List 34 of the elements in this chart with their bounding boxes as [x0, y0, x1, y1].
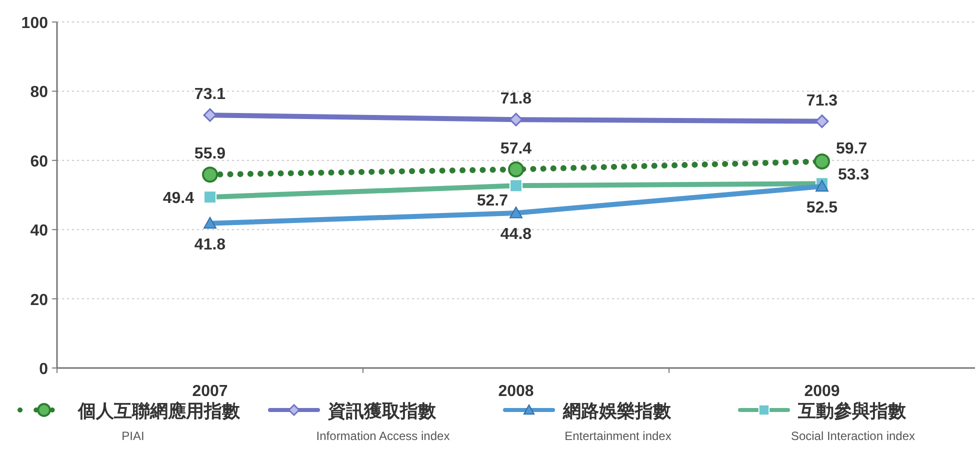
data-label: 57.4 [500, 140, 532, 158]
y-tick-label: 60 [30, 153, 48, 170]
x-tick-label: 2008 [498, 383, 534, 400]
point [816, 180, 828, 192]
y-tick-label: 20 [30, 292, 48, 309]
point [202, 166, 218, 183]
data-label: 52.7 [476, 192, 508, 210]
data-label: 55.9 [194, 146, 226, 163]
y-tick-label: 80 [30, 84, 48, 102]
data-label: 44.8 [500, 226, 532, 243]
data-label: 71.3 [806, 92, 838, 110]
legend-label: 資訊獲取指數 Information Access index [316, 401, 450, 443]
legend-label: 個人互聯網應用指數 PIAI [77, 401, 241, 443]
x-tick-label: 2007 [192, 383, 228, 400]
x-tick-label: 2009 [804, 383, 840, 400]
point [204, 216, 216, 229]
y-tick-label: 100 [21, 15, 48, 32]
data-label: 59.7 [836, 140, 868, 158]
data-label: 52.5 [806, 199, 838, 216]
point [510, 206, 522, 218]
point [815, 114, 829, 128]
y-tick-label: 0 [39, 361, 48, 378]
data-label: 71.8 [500, 90, 532, 108]
data-label: 49.4 [162, 190, 194, 208]
y-tick-label: 40 [30, 222, 48, 240]
data-label: 53.3 [838, 166, 870, 184]
point [508, 161, 524, 178]
point [509, 112, 523, 126]
point [814, 153, 830, 170]
data-label: 41.8 [194, 236, 226, 254]
data-label: 73.1 [194, 86, 226, 104]
legend-label: 網路娛樂指數 Entertainment index [562, 401, 672, 443]
legend-label: 互動參與指數 Social Interaction index [790, 401, 916, 443]
point [203, 108, 217, 122]
